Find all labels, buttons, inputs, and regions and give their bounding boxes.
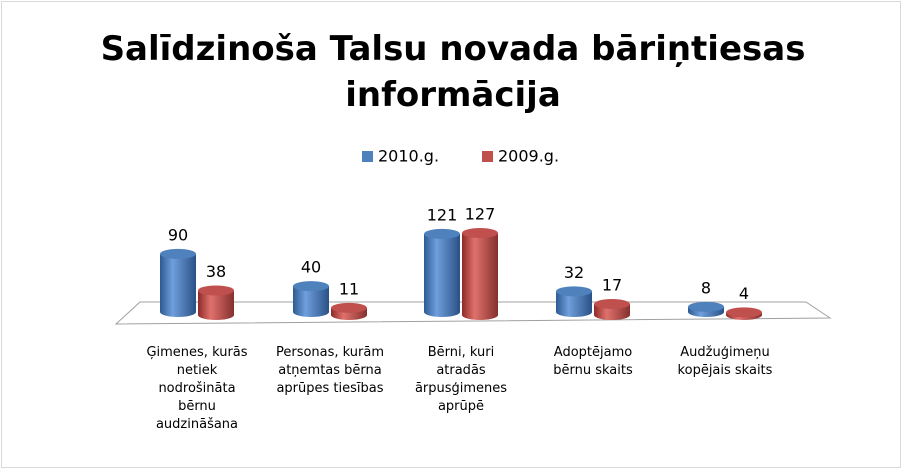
bar [594, 299, 630, 320]
data-label: 127 [465, 205, 496, 224]
legend-swatch [482, 151, 493, 162]
bar [688, 301, 724, 317]
x-tick-label: Adoptējamo bērnu skaits [553, 345, 633, 378]
data-label: 40 [301, 258, 321, 277]
bar [556, 286, 592, 317]
data-label: 121 [427, 205, 458, 224]
data-label: 38 [206, 262, 226, 281]
bar [198, 285, 234, 320]
data-label: 4 [739, 284, 749, 303]
bar [293, 281, 329, 317]
legend-label: 2010.g. [378, 147, 439, 166]
legend-label: 2009.g. [498, 147, 559, 166]
x-tick-label: Ģimenes, kurās netiek nodrošināta bērnu … [146, 345, 248, 432]
x-tick-label: Bērni, kuri atradās ārpusģimenes aprūpē [414, 345, 508, 414]
data-label: 8 [701, 278, 711, 297]
bar [726, 307, 762, 320]
bar [160, 248, 196, 317]
bar [424, 228, 460, 317]
data-label: 17 [602, 276, 622, 295]
bar [462, 228, 498, 320]
data-label: 11 [339, 279, 359, 298]
legend-swatch [362, 151, 373, 162]
data-label: 32 [564, 263, 584, 282]
data-label: 90 [168, 225, 188, 244]
x-tick-label: Personas, kurām atņemtas bērna aprūpes t… [275, 345, 385, 396]
chart-title: Salīdzinoša Talsu novada bāriņtiesas info… [101, 29, 806, 115]
x-tick-label: Audžuģimeņu kopējais skaits [677, 345, 773, 378]
bar [331, 302, 367, 320]
